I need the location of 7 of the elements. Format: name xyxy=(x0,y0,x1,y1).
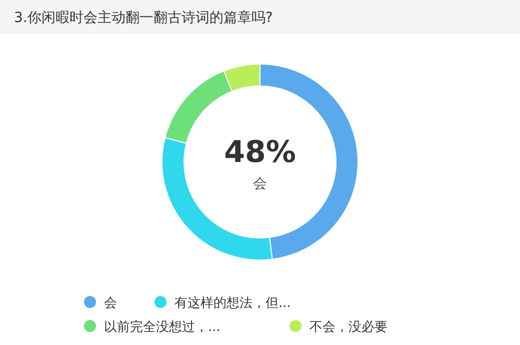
data-label: 48% xyxy=(224,135,296,170)
slice-label: 会 xyxy=(253,176,267,192)
legend-label: 不会，没必要 xyxy=(310,320,388,335)
legend-label: 会 xyxy=(104,296,117,311)
legend-label: 有这样的想法，但... xyxy=(174,296,291,311)
legend-label: 以前完全没想过，... xyxy=(104,319,220,335)
chart-title: 3.你闲暇时会主动翻一翻古诗词的篇章吗? xyxy=(14,10,273,26)
